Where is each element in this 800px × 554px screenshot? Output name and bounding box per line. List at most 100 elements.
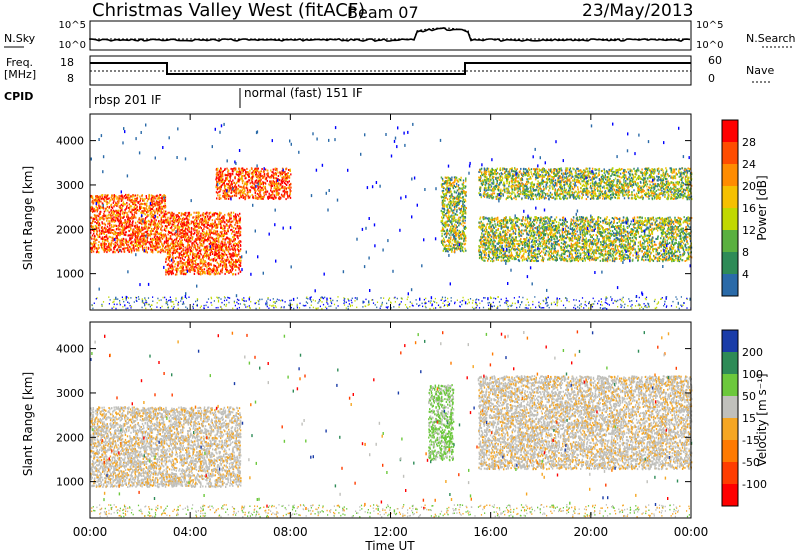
data-cell: [156, 222, 159, 225]
data-cell: [458, 198, 461, 201]
data-cell: [445, 176, 448, 179]
data-cell: [233, 226, 235, 229]
data-cell: [115, 242, 118, 244]
data-cell: [113, 212, 115, 215]
data-cell: [230, 211, 232, 214]
data-cell: [181, 270, 183, 273]
data-cell: [230, 172, 232, 175]
data-cell: [155, 209, 157, 212]
data-cell: [90, 247, 92, 250]
data-cell: [446, 209, 448, 212]
data-cell: [103, 222, 105, 225]
data-cell: [109, 224, 111, 227]
noise-left-tick-top: 10^5: [59, 20, 86, 31]
data-cell: [235, 173, 238, 176]
data-cell: [205, 234, 207, 237]
data-cell: [460, 236, 463, 239]
data-cell: [223, 242, 226, 244]
data-cell: [276, 187, 278, 190]
data-cell: [203, 247, 205, 250]
data-cell: [101, 236, 104, 239]
data-cell: [130, 225, 132, 227]
data-cell: [168, 211, 170, 214]
data-cell: [241, 177, 244, 180]
data-cell: [167, 233, 169, 236]
data-cell: [447, 190, 449, 193]
data-cell: [248, 175, 250, 178]
data-cell: [258, 173, 261, 176]
data-cell: [222, 227, 224, 230]
data-cell: [193, 224, 195, 227]
data-cell: [108, 207, 110, 210]
data-cell: [166, 218, 168, 221]
data-cell: [212, 268, 214, 271]
data-cell: [451, 233, 453, 236]
data-cell: [108, 231, 110, 234]
data-cell: [168, 268, 170, 270]
data-cell: [95, 229, 97, 232]
data-cell: [223, 265, 226, 268]
data-cell: [273, 190, 276, 193]
data-cell: [95, 225, 97, 228]
data-cell: [137, 234, 139, 237]
data-cell: [486, 194, 488, 197]
data-cell: [199, 226, 201, 228]
data-cell: [185, 255, 188, 257]
data-cell: [189, 249, 192, 252]
data-cell: [238, 167, 241, 170]
data-cell: [151, 210, 153, 213]
data-cell: [96, 195, 98, 197]
data-cell: [206, 232, 208, 235]
data-cell: [214, 238, 216, 240]
data-cell: [198, 230, 200, 233]
data-cell: [189, 223, 191, 226]
data-cell: [165, 248, 167, 251]
data-cell: [193, 223, 195, 226]
data-cell: [215, 237, 218, 240]
data-cell: [146, 234, 148, 237]
data-cell: [453, 229, 455, 232]
data-cell: [96, 199, 98, 202]
data-cell: [134, 221, 137, 224]
data-cell: [465, 207, 467, 210]
data-cell: [216, 212, 218, 215]
data-cell: [131, 213, 134, 216]
data-cell: [105, 239, 107, 241]
data-cell: [216, 181, 218, 184]
data-cell: [145, 230, 148, 233]
data-cell: [128, 199, 131, 202]
data-cell: [206, 245, 208, 248]
data-cell: [454, 249, 456, 252]
data-cell: [232, 273, 235, 275]
data-cell: [103, 250, 106, 253]
data-cell: [108, 235, 110, 238]
data-cell: [636, 184, 638, 187]
data-cell: [125, 227, 127, 230]
data-cell: [185, 227, 187, 230]
data-cell: [675, 192, 677, 195]
data-cell: [460, 237, 462, 240]
data-cell: [207, 221, 209, 224]
data-cell: [206, 240, 209, 243]
data-cell: [136, 249, 138, 252]
data-cell: [209, 232, 211, 235]
data-cell: [652, 183, 654, 186]
data-cell: [180, 247, 182, 249]
data-cell: [221, 271, 223, 274]
data-cell: [152, 195, 154, 198]
data-cell: [570, 181, 572, 184]
data-cell: [169, 215, 172, 218]
data-cell: [154, 197, 156, 200]
data-cell: [446, 198, 449, 201]
data-cell: [256, 168, 258, 171]
data-cell: [277, 193, 280, 196]
data-cell: [119, 221, 121, 224]
data-cell: [443, 208, 445, 210]
data-cell: [98, 229, 101, 232]
data-cell: [441, 222, 444, 225]
data-cell: [180, 214, 182, 217]
data-cell: [257, 175, 260, 178]
data-cell: [451, 220, 453, 223]
data-cell: [228, 226, 230, 229]
data-cell: [199, 238, 201, 241]
